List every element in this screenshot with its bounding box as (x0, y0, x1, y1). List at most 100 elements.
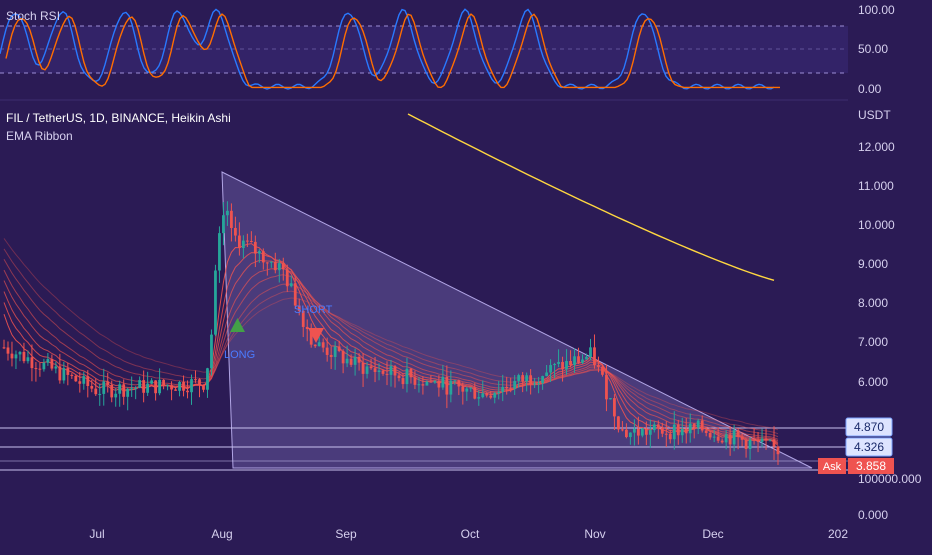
candle-body (293, 283, 297, 306)
candle-body (764, 438, 768, 441)
candle-body (50, 359, 54, 369)
candle-body (301, 310, 305, 327)
ema-ribbon-line (3, 259, 779, 438)
time-tick: Nov (584, 527, 605, 541)
candle-body (70, 374, 74, 376)
candle-body (357, 356, 361, 363)
candle-body (513, 380, 517, 389)
candle-body (748, 439, 752, 449)
candle-body (393, 366, 397, 376)
candle-body (353, 356, 357, 365)
candle-body (277, 263, 281, 271)
chart-title[interactable]: FIL / TetherUS, 1D, BINANCE, Heikin Ashi (6, 111, 231, 125)
candle-body (58, 366, 62, 381)
candle-body (182, 382, 185, 391)
price-axis[interactable]: 100.00 50.00 0.00 USDT 12.000 11.000 10.… (858, 3, 922, 522)
candle-body (756, 439, 760, 442)
candle-body (329, 354, 333, 357)
candle-body (313, 344, 317, 347)
price-tick: 10.000 (858, 218, 895, 232)
candle-body (2, 347, 6, 349)
level-badge-high-text: 4.870 (854, 420, 884, 434)
candle-body (688, 423, 692, 434)
candle-body (257, 251, 261, 254)
candle-body (22, 351, 26, 362)
candle-body (628, 432, 632, 438)
candle-body (545, 372, 548, 377)
candle-body (122, 384, 126, 397)
candle-body (644, 428, 648, 435)
candle-body (573, 356, 576, 365)
candle-body (752, 439, 756, 441)
candle-body (732, 430, 736, 445)
candle-body (186, 390, 189, 393)
candle-body (317, 342, 321, 347)
ema-ribbon-line (3, 238, 779, 431)
level-badge-high[interactable] (845, 417, 893, 437)
stoch-tick-0: 0.00 (858, 82, 882, 96)
stoch-band (0, 26, 848, 73)
candle-body (154, 380, 157, 394)
candle-body (656, 424, 660, 429)
lower-tick: 0.000 (858, 508, 888, 522)
candle-body (261, 251, 265, 263)
long-signal-label: LONG (224, 349, 255, 361)
long-signal-marker[interactable] (230, 318, 245, 332)
candle-body (166, 385, 169, 387)
candle-body (744, 439, 748, 449)
candle-body (481, 393, 485, 398)
candle-body (613, 398, 616, 417)
price-tick: 7.000 (858, 335, 888, 349)
candles (2, 201, 780, 465)
candle-body (341, 350, 345, 364)
candle-body (325, 347, 329, 355)
candle-body (525, 375, 529, 382)
candle-body (589, 347, 592, 357)
candle-body (34, 368, 38, 370)
time-tick: Jul (89, 527, 104, 541)
candle-body (202, 385, 205, 390)
overlay-title[interactable]: EMA Ribbon (6, 129, 73, 143)
time-axis[interactable]: Jul Aug Sep Oct Nov Dec 202 (89, 527, 848, 541)
candle-body (740, 436, 744, 440)
candle-body (421, 384, 425, 386)
ask-price-badge[interactable] (848, 458, 894, 474)
candle-body (106, 381, 110, 386)
candle-body (86, 376, 90, 386)
candle-body (724, 434, 728, 443)
candle-body (453, 380, 457, 382)
indicator-title[interactable]: Stoch RSI (6, 9, 60, 23)
candle-body (449, 380, 453, 395)
candle-body (170, 385, 173, 390)
candle-body (349, 358, 353, 365)
ask-price: 3.858 (856, 459, 886, 473)
candle-body (397, 375, 401, 379)
short-signal-marker[interactable] (308, 328, 324, 343)
ask-label-badge[interactable] (818, 458, 846, 474)
candle-body (54, 366, 58, 369)
candle-body (134, 387, 138, 389)
candle-body (581, 359, 584, 363)
candle-body (417, 384, 421, 386)
candle-body (664, 433, 668, 435)
candle-body (465, 388, 469, 392)
candle-body (369, 366, 373, 369)
candle-body (18, 351, 22, 355)
candle-body (700, 420, 704, 431)
candle-body (632, 428, 636, 433)
candle-body (672, 424, 676, 440)
candle-body (214, 270, 217, 335)
candle-body (441, 376, 445, 388)
candle-body (708, 432, 712, 438)
candle-body (46, 359, 50, 363)
candle-body (736, 430, 740, 437)
level-badge-mid[interactable] (845, 437, 893, 457)
candle-body (241, 240, 245, 249)
candle-body (533, 383, 537, 385)
candle-body (321, 342, 325, 348)
candle-body (265, 262, 269, 264)
time-tick: Aug (211, 527, 232, 541)
long-ema-line (407, 113, 775, 281)
